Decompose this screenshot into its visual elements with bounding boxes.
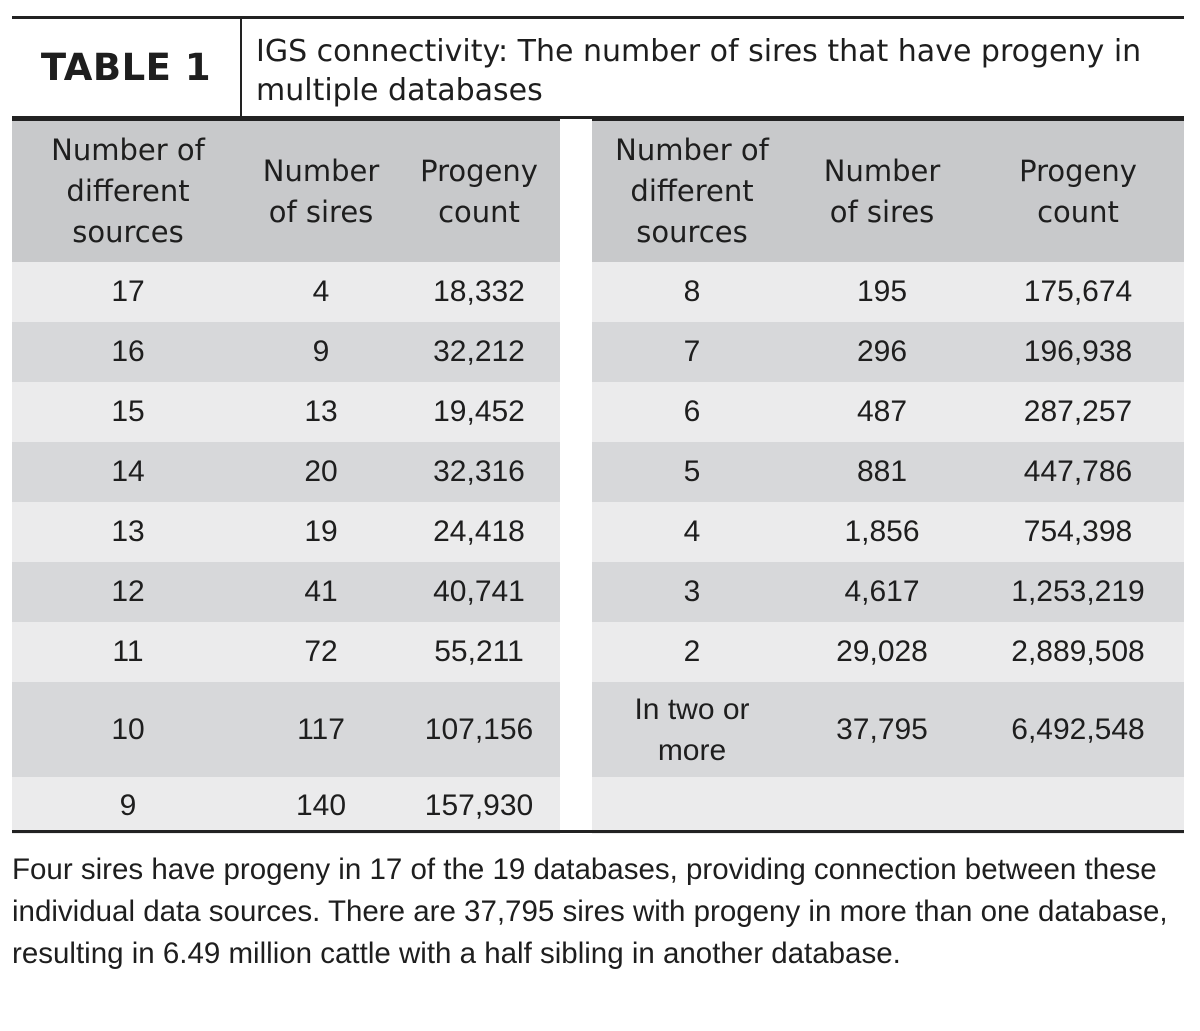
header-divider [240, 19, 242, 116]
cell-sires: 4,617 [844, 575, 920, 608]
cell-sources: 5 [683, 455, 701, 488]
cell-progeny: 18,332 [433, 275, 525, 308]
cell-sources: 8 [683, 275, 701, 308]
cell-progeny: 754,398 [1023, 515, 1133, 548]
table-row: 5 881 447,786 [592, 442, 1184, 502]
col-header-sources: Number of different sources [615, 133, 769, 249]
cell-sources: 15 [111, 395, 145, 428]
cell-sires: 4 [312, 275, 330, 308]
left-header-row: Number of different sources Number of si… [12, 119, 560, 262]
cell-sires: 195 [856, 275, 908, 308]
right-table: Number of different sources Number of si… [592, 119, 1184, 834]
col-header-progeny: Progeny count [1019, 153, 1137, 229]
left-table: Number of different sources Number of si… [12, 119, 560, 834]
cell-progeny: 447,786 [1023, 455, 1133, 488]
cell-progeny: 40,741 [433, 575, 525, 608]
table-row: 17 4 18,332 [12, 262, 560, 322]
table-row: 11 72 55,211 [12, 622, 560, 682]
cell-progeny: 175,674 [1023, 275, 1133, 308]
col-header-sires: Number of sires [262, 153, 380, 229]
table-number: TABLE 1 [40, 46, 212, 89]
cell-sires: 117 [297, 712, 345, 746]
cell-sources: 12 [111, 575, 145, 608]
cell-progeny: 6,492,548 [1011, 712, 1145, 746]
table-header: TABLE 1 IGS connectivity: The number of … [12, 16, 1184, 119]
cell-sires: 37,795 [836, 712, 928, 746]
table-row: 6 487 287,257 [592, 382, 1184, 442]
table-row: 15 13 19,452 [12, 382, 560, 442]
tables-area: Number of different sources Number of si… [12, 119, 1184, 834]
cell-sires: 487 [856, 395, 908, 428]
table-row: 7 296 196,938 [592, 322, 1184, 382]
cell-sources: 7 [683, 335, 701, 368]
cell-sources: 3 [683, 575, 701, 608]
table-row: 9 140 157,930 [12, 777, 560, 834]
table-row: 3 4,617 1,253,219 [592, 562, 1184, 622]
table-row: 12 41 40,741 [12, 562, 560, 622]
right-header-row: Number of different sources Number of si… [592, 119, 1184, 262]
cell-sires: 1,856 [844, 515, 920, 548]
cell-sources: 11 [112, 635, 144, 668]
cell-sources: 9 [119, 788, 137, 822]
cell-progeny: 157,930 [424, 788, 534, 822]
cell-sires: 296 [856, 335, 908, 368]
cell-sires: 29,028 [836, 635, 928, 668]
cell-sires: 20 [304, 455, 338, 488]
cell-sources: 13 [111, 515, 145, 548]
table-row: 8 195 175,674 [592, 262, 1184, 322]
cell-sources: 6 [683, 395, 701, 428]
cell-progeny: 107,156 [424, 712, 534, 746]
table-figure: TABLE 1 IGS connectivity: The number of … [12, 16, 1184, 970]
table-row: 16 9 32,212 [12, 322, 560, 382]
cell-progeny: 1,253,219 [1011, 575, 1145, 608]
table-row: In two or more 37,795 6,492,548 [592, 682, 1184, 777]
cell-progeny: 32,316 [433, 455, 525, 488]
table-row: 13 19 24,418 [12, 502, 560, 562]
col-header-progeny: Progeny count [420, 153, 538, 229]
cell-sires: 72 [304, 635, 338, 668]
table-row: 10 117 107,156 [12, 682, 560, 777]
cell-sires: 41 [304, 575, 338, 608]
cell-sires: 19 [304, 515, 338, 548]
table-bottom-rule [12, 830, 1184, 833]
cell-progeny: 32,212 [433, 335, 525, 368]
cell-sources: 17 [111, 275, 145, 308]
cell-sources: In two or more [634, 692, 750, 767]
table-row: 14 20 32,316 [12, 442, 560, 502]
cell-progeny: 2,889,508 [1011, 635, 1145, 668]
col-header-sires: Number of sires [823, 153, 941, 229]
cell-sources: 10 [111, 712, 145, 746]
table-row: 2 29,028 2,889,508 [592, 622, 1184, 682]
cell-progeny: 19,452 [433, 395, 525, 428]
cell-sires: 140 [295, 788, 347, 822]
table-row: 4 1,856 754,398 [592, 502, 1184, 562]
cell-sources: 16 [111, 335, 145, 368]
cell-progeny: 196,938 [1023, 335, 1133, 368]
table-row [592, 777, 1184, 834]
cell-sires: 13 [304, 395, 338, 428]
cell-sources: 14 [111, 455, 145, 488]
cell-sources: 4 [683, 515, 701, 548]
cell-sires: 9 [312, 335, 330, 368]
table-caption: Four sires have progeny in 17 of the 19 … [12, 853, 1168, 970]
cell-progeny: 55,211 [434, 635, 524, 668]
col-header-sources: Number of different sources [51, 133, 205, 249]
cell-sources: 2 [683, 635, 701, 668]
table-title: IGS connectivity: The number of sires th… [256, 34, 1142, 108]
cell-progeny: 287,257 [1023, 395, 1133, 428]
cell-sires: 881 [856, 455, 908, 488]
cell-progeny: 24,418 [433, 515, 525, 548]
